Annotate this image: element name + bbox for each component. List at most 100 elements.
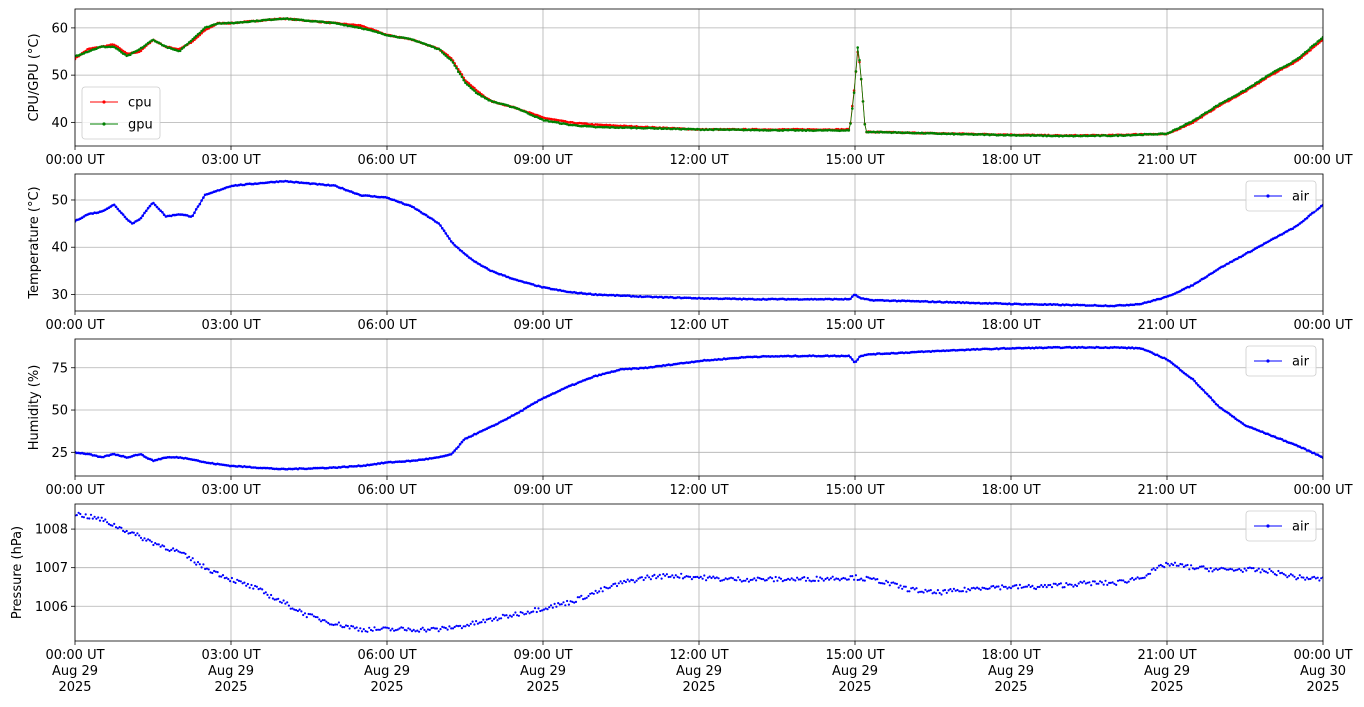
data-point: [1147, 572, 1150, 576]
data-point: [589, 592, 592, 595]
data-point: [851, 575, 854, 578]
data-point: [943, 588, 947, 592]
data-point: [876, 578, 879, 581]
data-point: [1296, 223, 1300, 227]
data-point: [852, 91, 856, 94]
data-point: [1200, 387, 1204, 391]
data-point: [180, 551, 184, 554]
data-point: [277, 597, 280, 600]
data-point: [193, 561, 196, 564]
data-point: [927, 300, 931, 304]
data-point: [922, 132, 925, 135]
data-point: [1088, 134, 1091, 137]
data-point: [200, 29, 203, 33]
data-point: [323, 466, 326, 470]
data-point: [648, 576, 651, 579]
data-point: [697, 576, 701, 580]
data-point: [1145, 132, 1148, 136]
data-point: [845, 578, 849, 581]
legend-marker: [102, 122, 106, 126]
data-point: [560, 603, 563, 606]
data-point: [84, 513, 87, 516]
data-point: [865, 575, 868, 579]
data-point: [496, 619, 499, 622]
data-point: [919, 590, 922, 593]
data-point: [870, 577, 874, 581]
data-point: [97, 516, 100, 519]
data-point: [245, 584, 248, 587]
data-point: [569, 600, 572, 603]
data-point: [164, 548, 167, 551]
data-point: [874, 578, 877, 581]
x-tick-label: 00:00 UT: [45, 153, 104, 168]
data-point: [747, 580, 751, 583]
data-point: [712, 575, 715, 578]
data-point: [500, 617, 503, 620]
data-point: [1200, 565, 1203, 568]
data-point: [1177, 366, 1180, 370]
data-point: [417, 209, 421, 212]
data-point: [157, 457, 161, 461]
data-point: [398, 627, 401, 630]
data-point: [970, 587, 973, 590]
data-point: [501, 613, 504, 616]
data-point: [198, 31, 202, 35]
data-point: [116, 45, 120, 49]
data-point: [533, 607, 537, 610]
y-axis-label: Temperature (°C): [27, 186, 42, 299]
data-point: [1065, 345, 1068, 349]
data-point: [276, 17, 280, 21]
data-point: [476, 622, 479, 625]
data-point: [139, 536, 143, 540]
data-point: [1108, 581, 1111, 585]
data-point: [974, 587, 977, 590]
data-point: [523, 613, 526, 616]
data-point: [1125, 581, 1128, 584]
data-point: [1088, 581, 1091, 584]
data-point: [1074, 583, 1077, 587]
data-point: [248, 586, 251, 589]
data-point: [735, 356, 738, 360]
data-point: [854, 360, 858, 363]
data-point: [637, 577, 640, 580]
data-point: [988, 587, 991, 590]
data-point: [851, 107, 854, 110]
data-point: [491, 619, 494, 622]
data-point: [878, 581, 881, 584]
legend: air: [1245, 510, 1317, 542]
data-point: [1018, 134, 1022, 137]
chart-panel-2: 30 40 50 00:00 UT 03:00 UT 06:00 UT 09:00 UT 12…: [27, 173, 1353, 333]
data-point: [1216, 104, 1220, 107]
data-point: [660, 577, 663, 580]
data-point: [601, 590, 604, 593]
data-point: [576, 596, 579, 599]
data-point: [1115, 583, 1118, 587]
data-point: [938, 591, 941, 595]
x-tick-label: 15:00 UT: [825, 153, 884, 168]
data-point: [1036, 585, 1039, 589]
data-point: [849, 297, 852, 301]
data-point: [528, 612, 531, 615]
data-point: [1171, 362, 1175, 366]
data-point: [471, 620, 474, 623]
data-point: [956, 588, 959, 592]
data-point: [1211, 570, 1214, 573]
data-point: [596, 125, 599, 129]
data-point: [769, 576, 772, 579]
data-point: [444, 232, 448, 235]
data-point: [1229, 413, 1232, 416]
data-point: [1312, 451, 1316, 455]
data-point: [642, 578, 645, 582]
data-point: [514, 611, 517, 614]
data-point: [1209, 567, 1212, 570]
data-point: [582, 598, 585, 601]
data-point: [1006, 587, 1009, 590]
data-point: [257, 588, 260, 591]
data-point: [771, 577, 774, 580]
data-point: [1016, 346, 1020, 350]
data-point: [567, 603, 571, 606]
data-point: [250, 466, 253, 469]
data-point: [1212, 400, 1216, 404]
data-point: [1286, 229, 1289, 233]
data-point: [505, 614, 508, 617]
